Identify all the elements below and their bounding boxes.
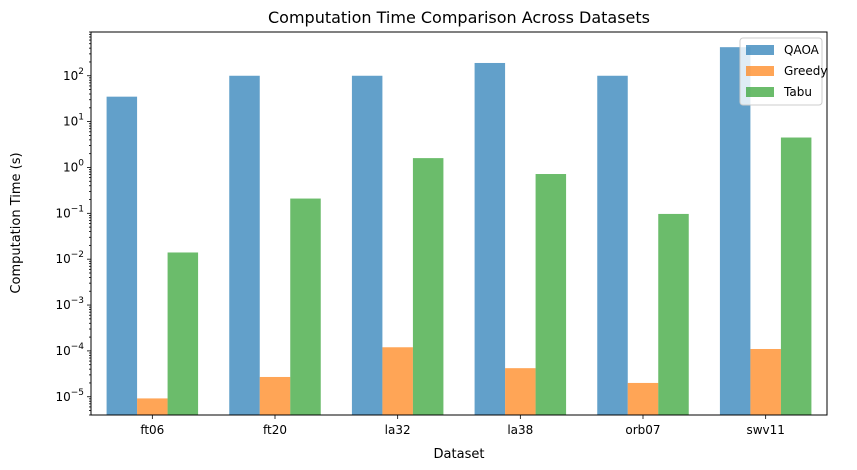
legend-label-greedy: Greedy xyxy=(784,64,827,78)
x-tick-label: la32 xyxy=(385,423,411,437)
bar-greedy-la38 xyxy=(505,368,536,415)
bar-qaoa-orb07 xyxy=(597,75,628,416)
x-tick-label: la38 xyxy=(507,423,533,437)
bar-tabu-ft20 xyxy=(290,198,321,415)
chart-title: Computation Time Comparison Across Datas… xyxy=(268,8,650,27)
bar-tabu-orb07 xyxy=(658,213,689,415)
x-tick-label: ft20 xyxy=(263,423,287,437)
legend: QAOA Greedy Tabu xyxy=(739,37,827,106)
bar-greedy-ft20 xyxy=(259,376,291,415)
y-axis-label: Computation Time (s) xyxy=(9,152,24,293)
y-tick-label: 10−3 xyxy=(55,296,84,312)
bar-tabu-ft06 xyxy=(167,252,199,415)
bar-tabu-la38 xyxy=(535,174,567,415)
x-axis-ticks: ft06 ft20 la32 la38 orb07 swv11 xyxy=(140,415,785,437)
y-tick-label: 102 xyxy=(63,67,84,83)
bar-qaoa-ft20 xyxy=(229,75,260,416)
legend-swatch-tabu xyxy=(746,87,774,97)
y-tick-label: 100 xyxy=(63,158,84,174)
legend-swatch-qaoa xyxy=(746,45,774,55)
bar-greedy-swv11 xyxy=(750,348,781,415)
bar-greedy-orb07 xyxy=(627,382,659,415)
y-tick-label: 10−2 xyxy=(55,250,84,266)
x-tick-label: orb07 xyxy=(625,423,660,437)
x-tick-label: swv11 xyxy=(746,423,784,437)
bar-tabu-la32 xyxy=(412,158,444,415)
legend-label-tabu: Tabu xyxy=(783,85,812,99)
bar-qaoa-swv11 xyxy=(719,47,751,416)
y-tick-label: 10−5 xyxy=(55,388,84,404)
plot-frame xyxy=(90,31,828,416)
bar-qaoa-la32 xyxy=(351,75,383,416)
legend-swatch-greedy xyxy=(746,66,774,76)
bar-qaoa-la38 xyxy=(474,62,506,416)
bar-greedy-ft06 xyxy=(137,398,168,415)
y-tick-label: 10−1 xyxy=(55,204,84,220)
bars-layer xyxy=(106,47,812,416)
bar-tabu-swv11 xyxy=(780,137,812,415)
y-axis-ticks: 10−5 10−4 10−3 10−2 10−1 100 101 102 xyxy=(55,31,91,416)
bar-qaoa-ft06 xyxy=(106,96,138,416)
y-tick-label: 10−4 xyxy=(55,342,84,358)
legend-label-qaoa: QAOA xyxy=(784,43,820,57)
bar-greedy-la32 xyxy=(382,347,413,415)
y-tick-label: 101 xyxy=(63,113,84,129)
x-axis-label: Dataset xyxy=(434,447,485,462)
x-tick-label: ft06 xyxy=(140,423,164,437)
